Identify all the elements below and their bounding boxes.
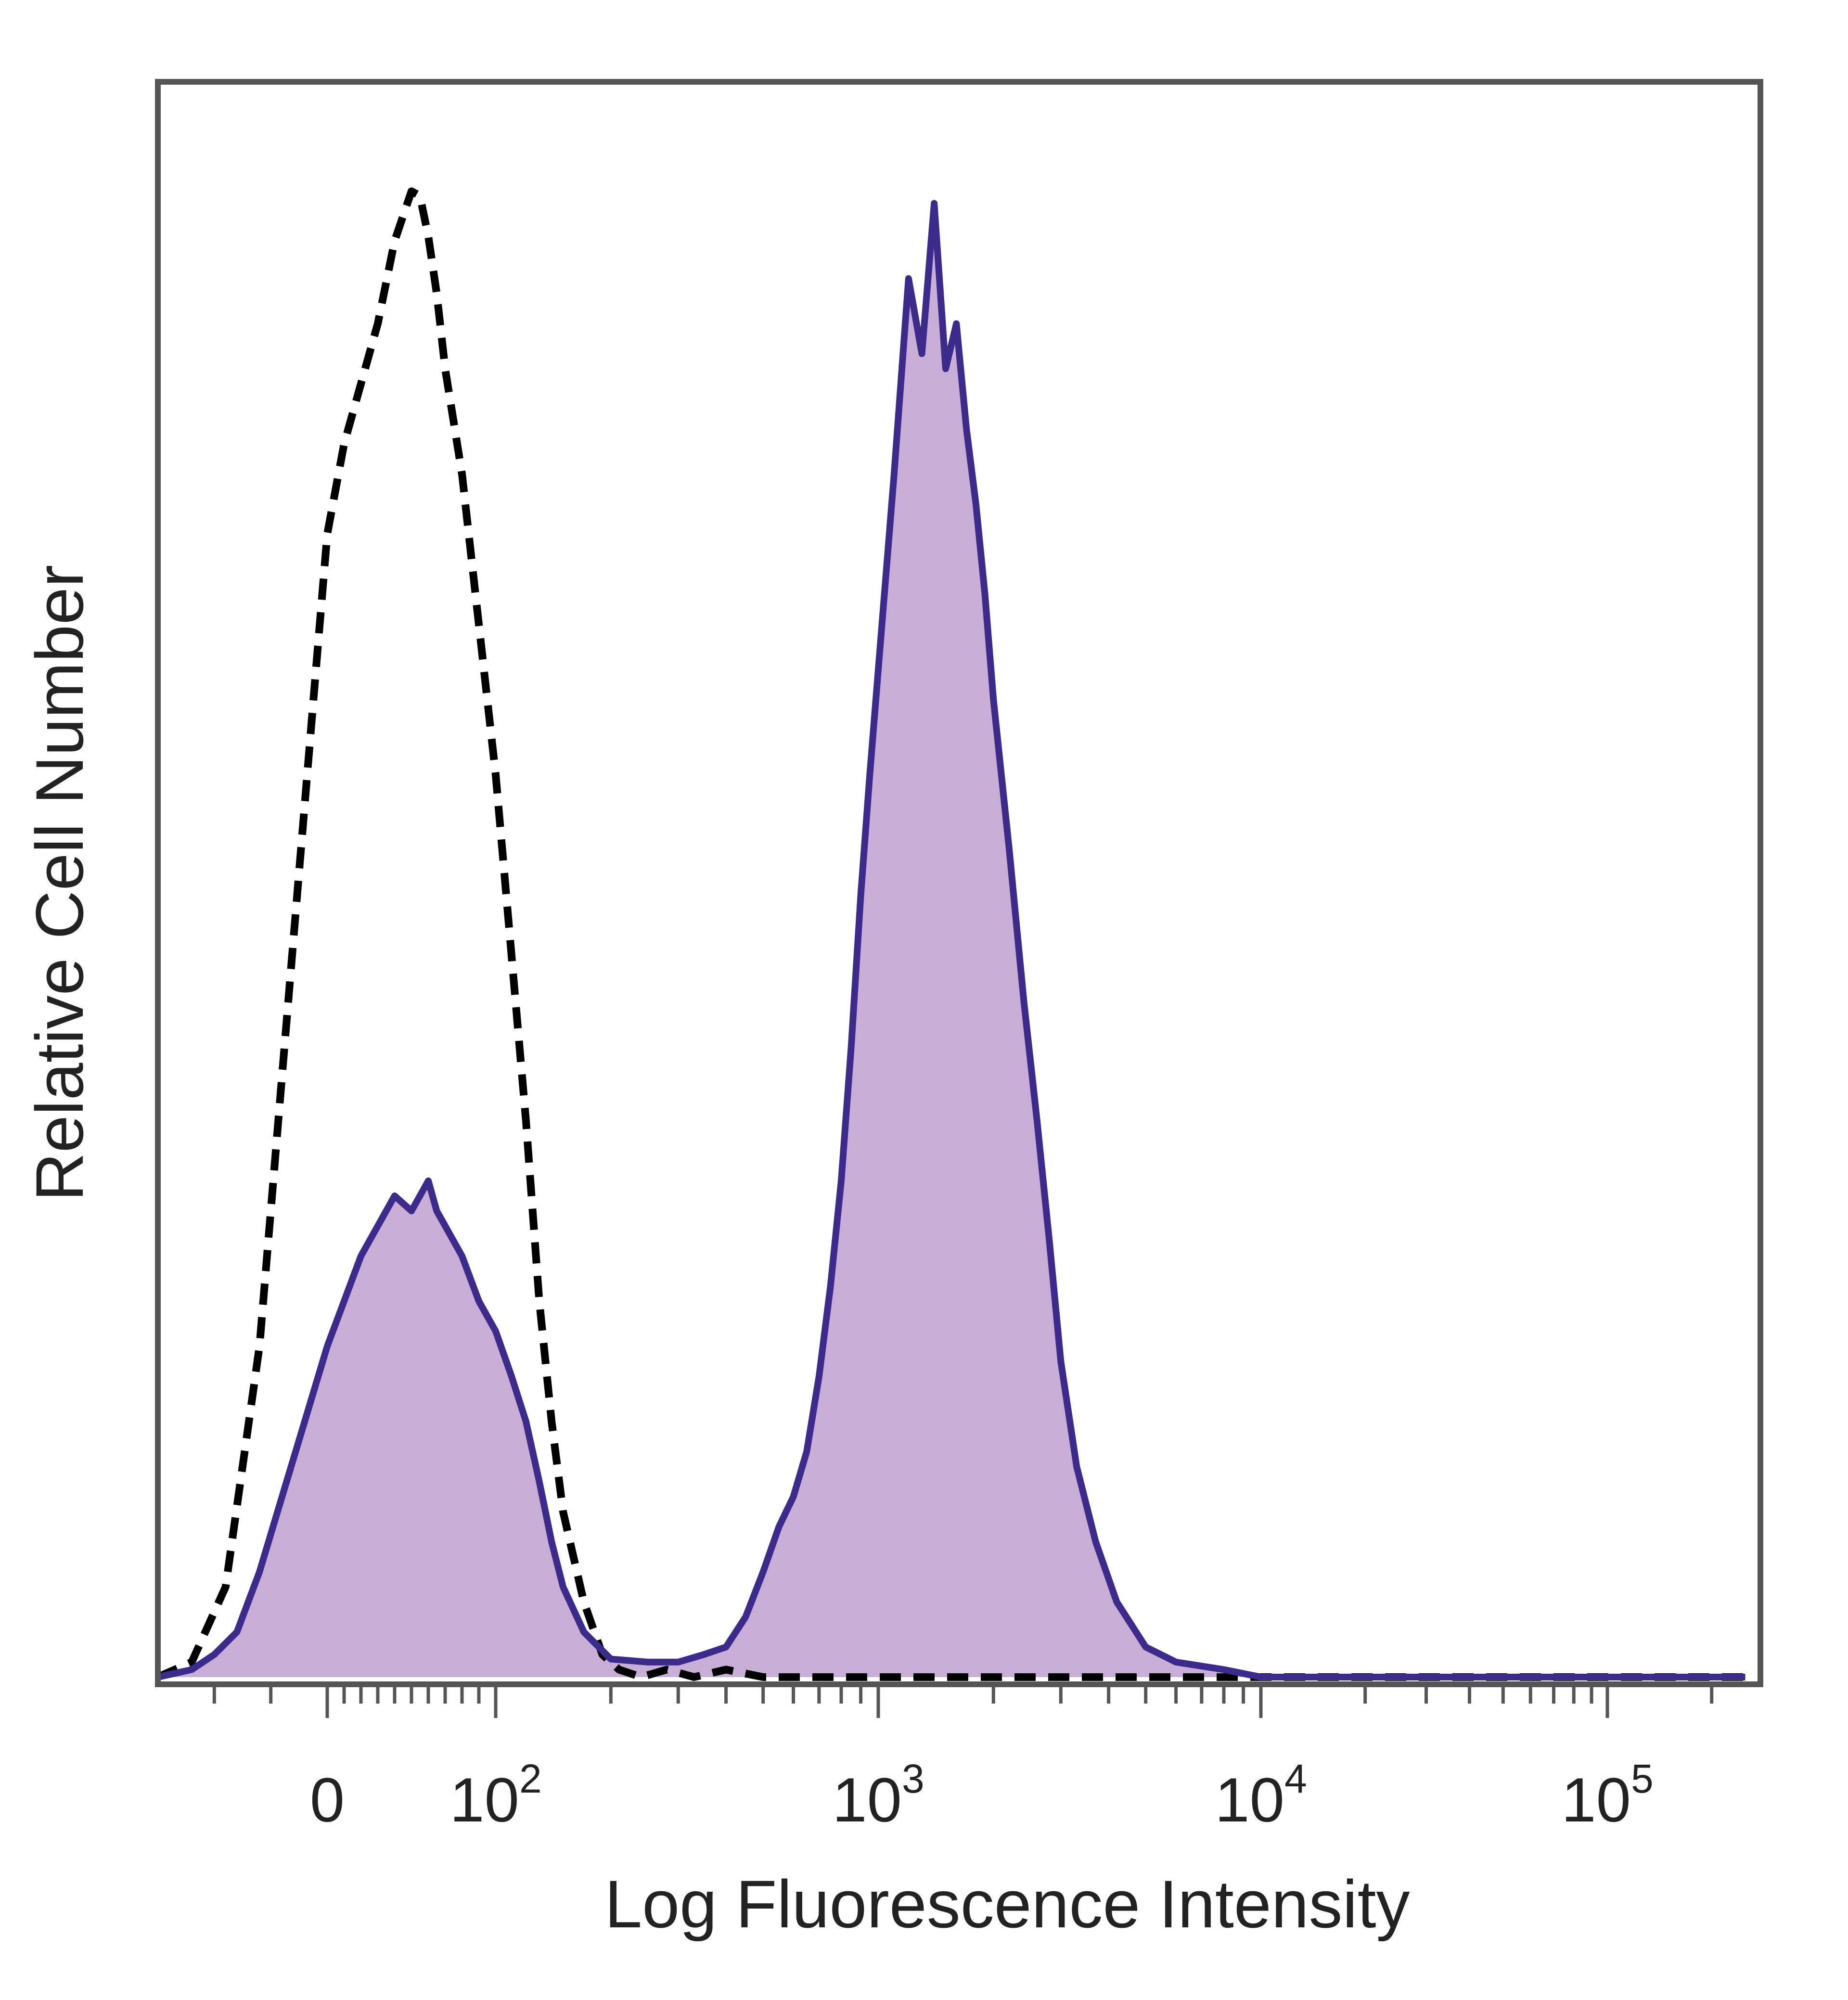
x-axis-tick-labels: 0 102 103 104 105 [310, 1756, 1654, 1835]
x-axis-title: Log Fluorescence Intensity [604, 1866, 1410, 1942]
x-tick-label: 104 [1215, 1756, 1307, 1835]
x-tick-label: 102 [449, 1756, 541, 1835]
plot-frame [155, 79, 1763, 1687]
x-axis-ticks [212, 1684, 1714, 1718]
x-tick-label: 103 [832, 1756, 924, 1835]
series-0-line [156, 187, 1745, 1681]
x-tick-label: 105 [1561, 1756, 1653, 1835]
series-1-area [158, 203, 1745, 1677]
y-axis-title: Relative Cell Number [22, 565, 97, 1202]
series-layer [156, 187, 1745, 1681]
x-tick-label: 0 [310, 1765, 345, 1835]
series-1-line [157, 200, 1745, 1680]
